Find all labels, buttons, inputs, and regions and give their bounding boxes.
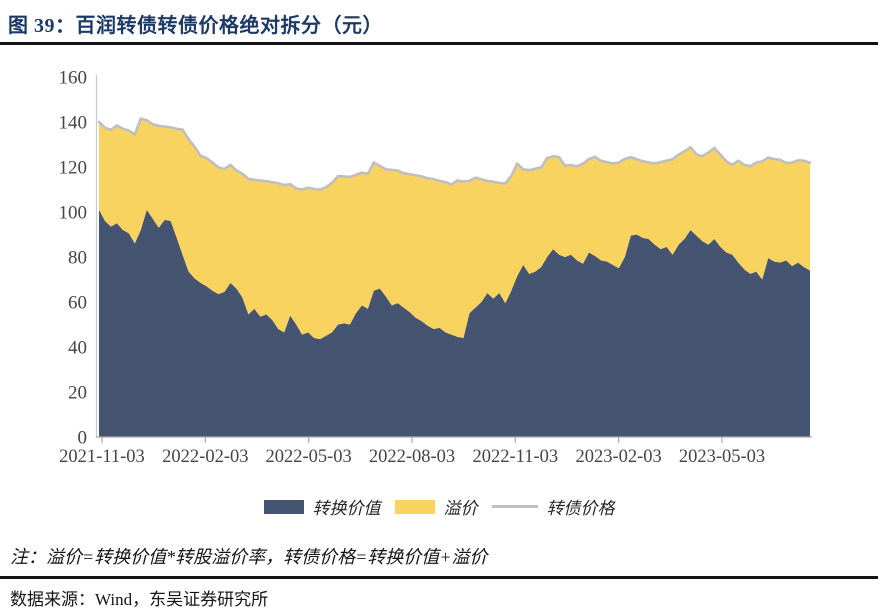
x-tick-label: 2022-05-03 <box>265 447 351 467</box>
legend-swatch-premium <box>394 499 435 514</box>
y-tick-label: 160 <box>59 68 88 89</box>
chart-legend: 转换价值 溢价 转债价格 <box>0 494 878 519</box>
y-tick-label: 40 <box>68 338 87 359</box>
legend-swatch-conversion-value <box>263 499 304 514</box>
y-tick-label: 140 <box>59 113 88 134</box>
y-tick-label: 0 <box>78 428 88 449</box>
title-divider <box>0 42 878 45</box>
figure-title-text: 百润转债转债价格绝对拆分（元） <box>75 15 383 37</box>
x-tick-label: 2022-08-03 <box>369 447 455 467</box>
data-source: 数据来源：Wind，东吴证券研究所 <box>10 590 269 609</box>
legend-label-conversion-value: 转换价值 <box>312 499 381 518</box>
legend-swatch-bond-price <box>491 505 538 508</box>
x-tick-label: 2022-02-03 <box>162 447 248 467</box>
y-tick-label: 120 <box>59 158 88 179</box>
premium-area <box>99 118 810 340</box>
y-tick-label: 100 <box>59 203 88 224</box>
stacked-area-chart: 2021-11-03 2022-02-03 2022-05-03 2022-08-03… <box>59 68 812 467</box>
y-tick-label: 60 <box>68 293 87 314</box>
conversion-value-area <box>99 209 810 437</box>
x-tick-label: 2023-02-03 <box>575 447 661 467</box>
figure-number-label: 图 39： <box>8 15 76 37</box>
y-tick-label: 20 <box>68 383 87 404</box>
footer-divider <box>0 576 878 579</box>
x-tick-label: 2023-05-03 <box>679 447 765 467</box>
bond-price-line <box>97 117 812 191</box>
x-tick-label: 2022-11-03 <box>472 447 558 467</box>
x-tick-label: 2021-11-03 <box>59 447 145 467</box>
figure-title: 图 39：百润转债转债价格绝对拆分（元） <box>8 9 383 38</box>
y-tick-label: 80 <box>68 248 87 269</box>
legend-label-premium: 溢价 <box>443 499 478 518</box>
chart-note: 注：溢价=转换价值*转股溢价率，转债价格=转换价值+溢价 <box>10 547 488 567</box>
legend-label-bond-price: 转债价格 <box>546 499 615 518</box>
